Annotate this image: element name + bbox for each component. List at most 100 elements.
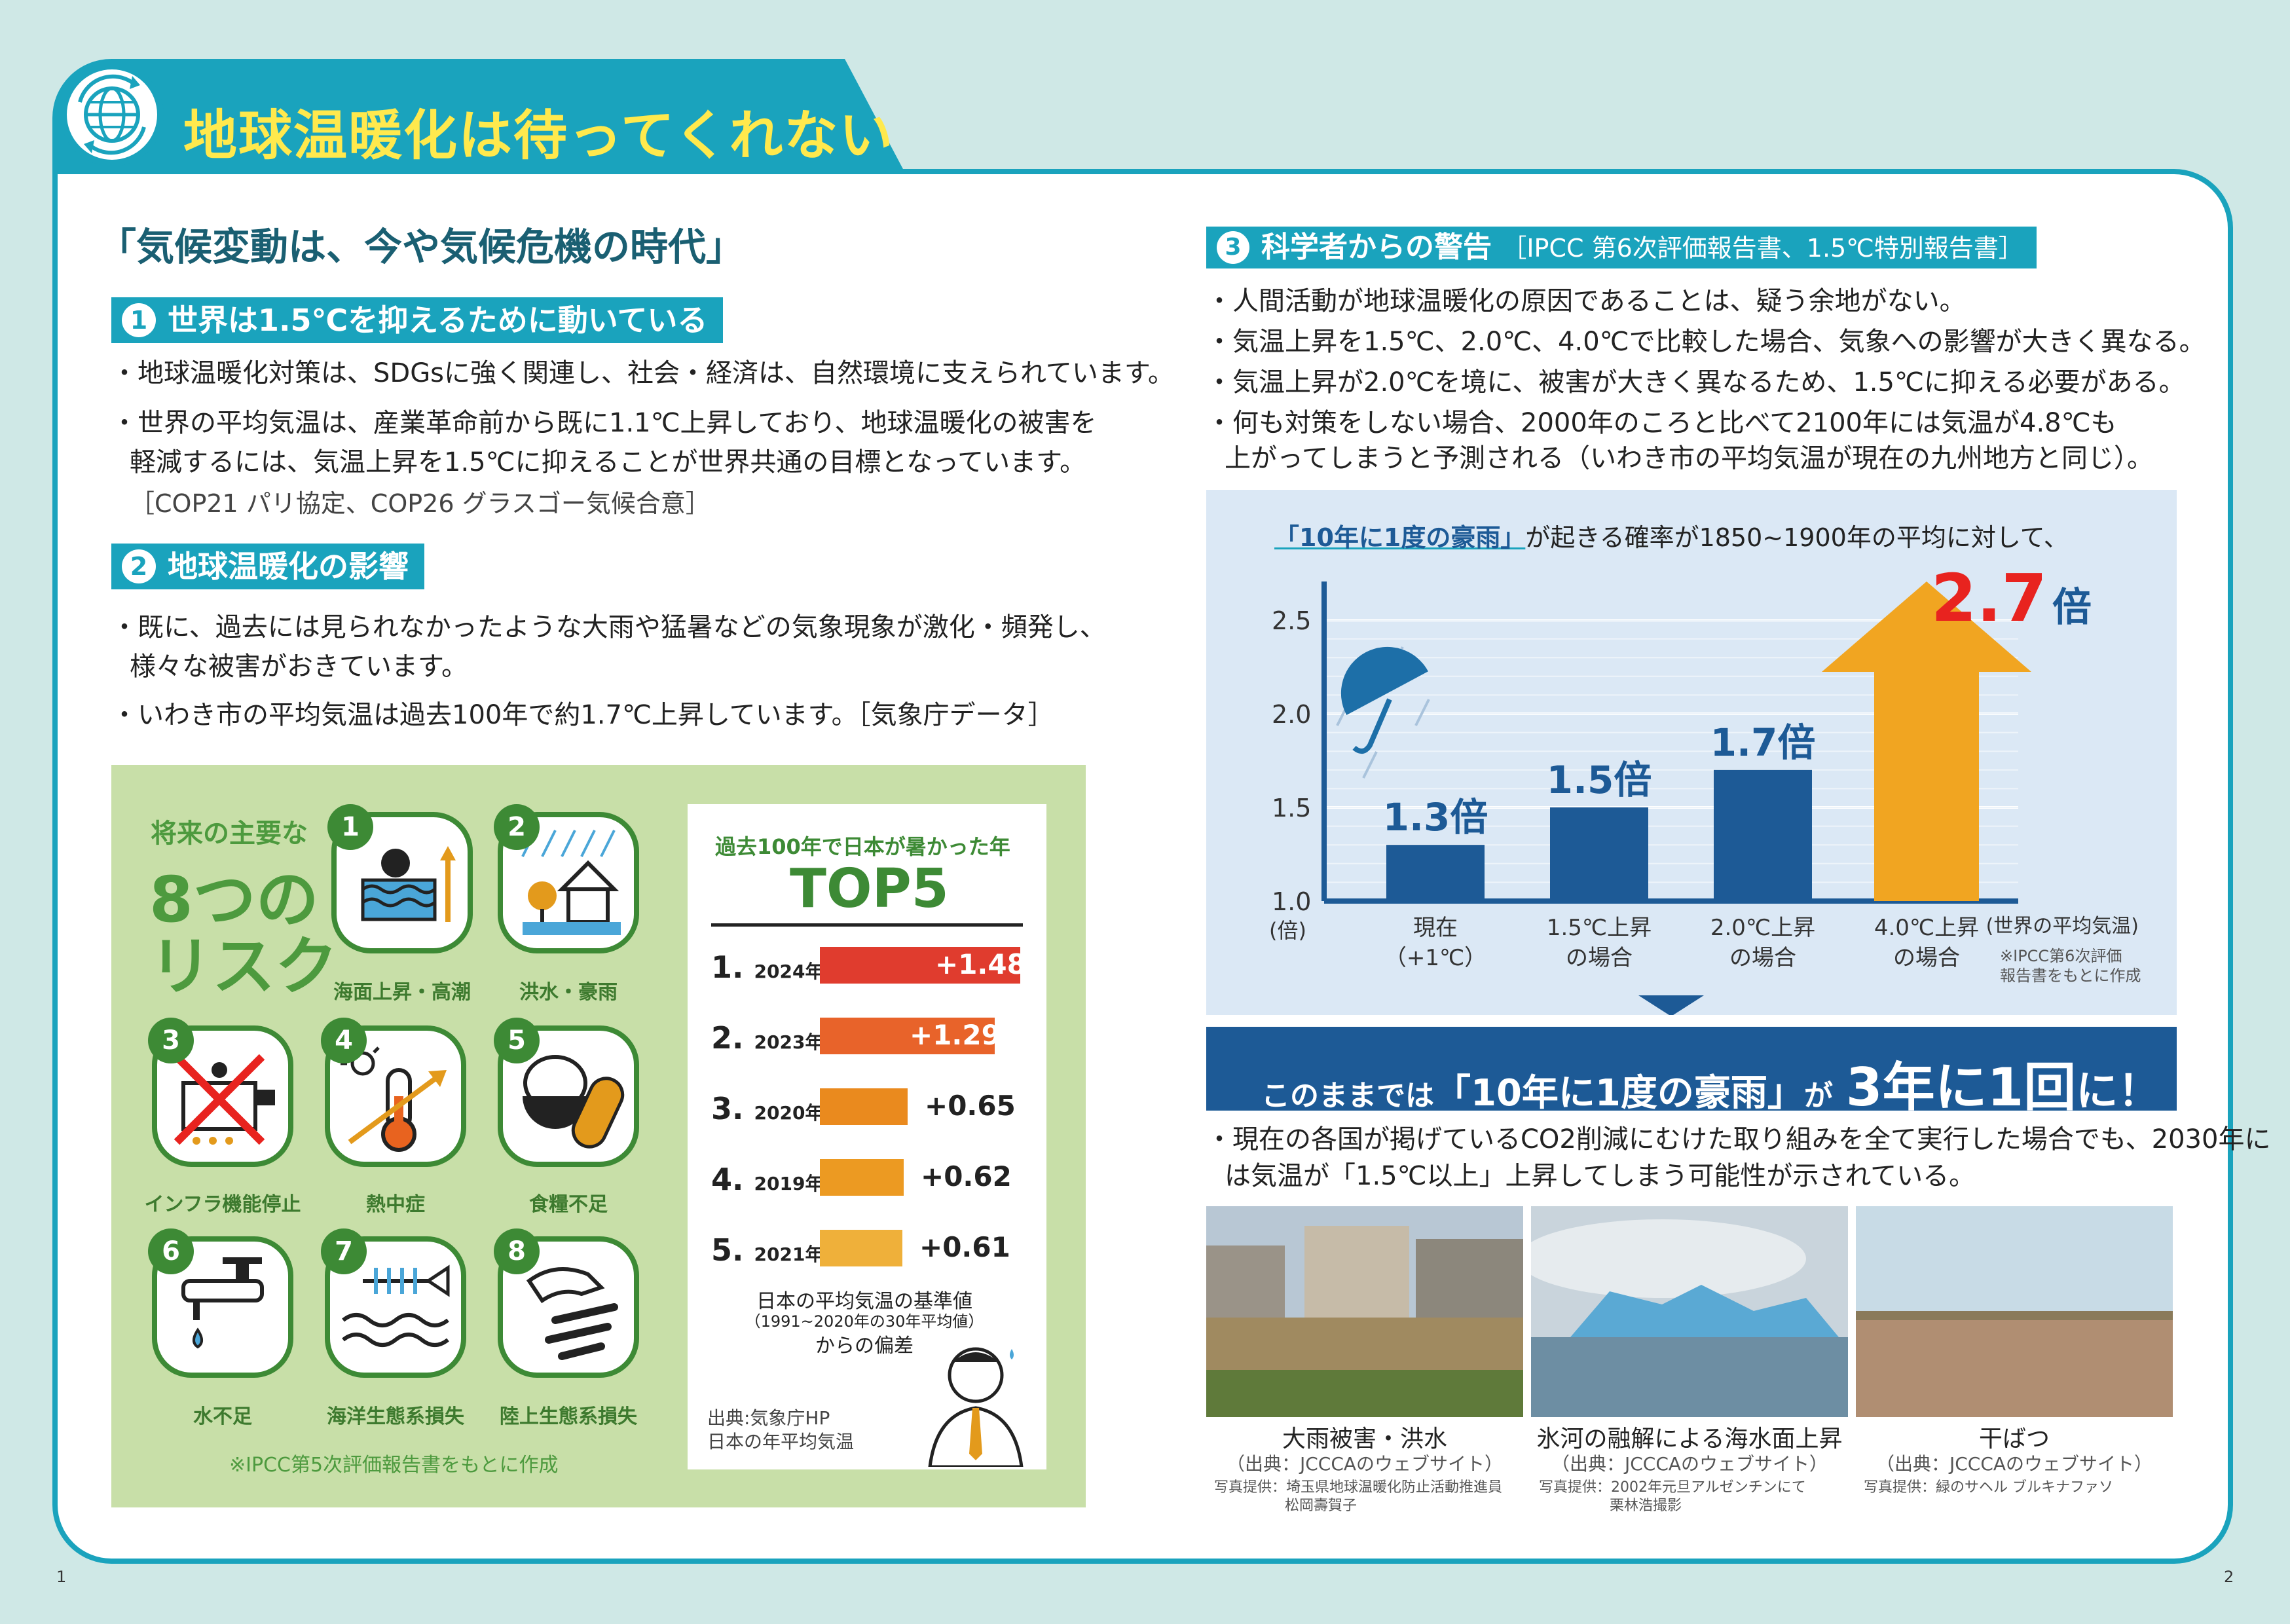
chart-ylabel: (倍) (1269, 918, 1306, 943)
banner-prefix: このままでは (1261, 1079, 1434, 1113)
top5-year: 2019年 (754, 1173, 824, 1194)
risk-number-2: 2 (494, 804, 540, 850)
top5-bar (820, 1088, 908, 1125)
dinosaur-fossil-icon (526, 1267, 618, 1360)
chart-category-label: 1.5℃上昇 (1547, 915, 1652, 941)
chart-category-label: の場合 (1566, 945, 1633, 971)
faucet-icon (181, 1257, 264, 1349)
top5-bar (820, 947, 1020, 984)
top5-bar (820, 1159, 904, 1196)
photo-credit: 写真提供：埼玉県地球温暖化防止活動推進員 (1214, 1479, 1503, 1496)
top5-year: 2024年 (754, 961, 824, 982)
s2-bullet-1: ・既に、過去には見られなかったような大雨や猛暑などの気象現象が激化・頻発し、 (111, 612, 1106, 642)
risk-number-4: 4 (321, 1018, 367, 1063)
s2-bullet-2: ・いわき市の平均気温は過去100年で約1.7℃上昇しています。［気象庁データ］ (111, 700, 1054, 730)
rice-bowl-icon (523, 1055, 625, 1149)
chart-note-1: ※IPCC第6次評価 (2000, 947, 2122, 965)
chart-category-label: の場合 (1729, 945, 1796, 971)
subsection-3-title: 科学者からの警告 (1261, 231, 1492, 264)
chart-category-label: （+1℃） (1384, 945, 1487, 971)
top5-rank: 4. 2019年 (711, 1162, 823, 1197)
subsection-3-note: ［IPCC 第6次評価報告書、1.5℃特別報告書］ (1502, 234, 2023, 263)
subsection-2-heading: 2 地球温暖化の影響 (111, 544, 424, 589)
top5-source-2: 日本の年平均気温 (707, 1431, 855, 1452)
photo-drought (1856, 1206, 2173, 1417)
top5-year: 2021年 (754, 1244, 824, 1265)
chart-down-arrow (1638, 995, 1704, 1015)
top5-subtitle: 過去100年で日本が暑かった年 (715, 834, 1010, 859)
risk-source-note: ※IPCC第5次評価報告書をもとに作成 (229, 1454, 559, 1477)
risk-number-3: 3 (148, 1018, 194, 1063)
top5-value: +1.29 (910, 1019, 1001, 1051)
chart-note-2: 報告書をもとに作成 (2000, 967, 2141, 985)
top5-rank-number: 4 (711, 1162, 733, 1197)
page-number-right: 2 (2224, 1568, 2234, 1586)
top5-year: 2020年 (754, 1102, 824, 1124)
risk-heading-big-2: リスク (149, 930, 338, 1003)
top5-rank-dot: . (732, 1091, 754, 1126)
photo-credit: 松岡壽賀子 (1285, 1498, 1357, 1514)
page-number-left: 1 (56, 1568, 67, 1586)
chart-title-highlight: 「10年に1度の豪雨」 (1274, 523, 1526, 552)
risk-label-4: 熱中症 (366, 1193, 425, 1216)
subsection-2-title: 地球温暖化の影響 (168, 549, 409, 584)
chart-bar (1550, 807, 1648, 901)
photo-source: （出典：JCCCAのウェブサイト） (1551, 1453, 1828, 1475)
fish-bone-icon (342, 1264, 450, 1347)
subsection-1-title: 世界は1.5℃を抑えるために動いている (168, 303, 708, 338)
sea-level-rise-icon (361, 846, 456, 922)
top5-rank: 1. 2024年 (711, 950, 823, 985)
banner-text: このままでは「10年に1度の豪雨」が 3年に1回に！ (1261, 1045, 2160, 1121)
page-title: 地球温暖化は待ってくれない (183, 105, 895, 167)
top5-caption-2: （1991~2020年の30年平均値） (745, 1312, 984, 1331)
chart-ytick: 1.5 (1272, 794, 1311, 822)
top5-title: TOP5 (790, 858, 949, 920)
photo-caption: 氷河の融解による海水面上昇 (1536, 1426, 1843, 1452)
banner (1206, 1027, 2177, 1111)
chart-ytick: 2.5 (1272, 606, 1311, 635)
photo-credit: 栗林浩撮影 (1610, 1498, 1682, 1514)
risk-card-5 (498, 1025, 639, 1167)
photo-source: （出典：JCCCAのウェブサイト） (1875, 1453, 2153, 1475)
number-badge: 2 (122, 549, 156, 583)
top5-rank-dot: . (732, 1020, 754, 1056)
hot-person-illustration (928, 1347, 1024, 1467)
s3-bullet-4: ・何も対策をしない場合、2000年のころと比べて2100年には気温が4.8℃も (1206, 408, 2117, 438)
risk-label-6: 水不足 (193, 1405, 252, 1428)
top5-rank-dot: . (732, 1162, 754, 1197)
photo-flood (1206, 1206, 1523, 1417)
top5-value: +1.48 (935, 948, 1026, 980)
top5-rank-number: 1 (711, 950, 733, 985)
top5-value: +0.61 (919, 1231, 1010, 1263)
risk-number-5: 5 (494, 1018, 540, 1063)
photo-source: （出典：JCCCAのウェブサイト） (1226, 1453, 1504, 1475)
chart-category-label: の場合 (1893, 945, 1960, 971)
chart-title: 「10年に1度の豪雨」が起きる確率が1850~1900年の平均に対して、 (1274, 517, 2069, 553)
chart-bar (1386, 845, 1485, 901)
top5-bar (820, 1230, 902, 1266)
risk-label-7: 海洋生態系損失 (327, 1405, 464, 1428)
subsection-3-heading: 3 科学者からの警告 ［IPCC 第6次評価報告書、1.5℃特別報告書］ (1206, 227, 2037, 268)
risk-label-8: 陸上生態系損失 (500, 1405, 637, 1428)
chart-title-rest: が起きる確率が1850~1900年の平均に対して、 (1525, 523, 2069, 552)
chart-bar-label: 1.3倍 (1383, 795, 1488, 840)
umbrella-rain-icon (1336, 646, 1430, 779)
s3-bullet-2: ・気温上昇を1.5℃、2.0℃、4.0℃で比較した場合、気象への影響が大きく異な… (1206, 327, 2206, 357)
s1-bullet-2: ・世界の平均気温は、産業革命前から既に1.1℃上昇しており、地球温暖化の被害を (111, 408, 1097, 438)
chart-big-unit: 倍 (2052, 585, 2092, 631)
s3-bullet-4-cont: 上がってしまうと予測される（いわき市の平均気温が現在の九州地方と同じ）。 (1225, 443, 2153, 473)
s1-note: ［COP21 パリ協定、COP26 グラスゴー気候合意］ (130, 489, 711, 518)
photo-credit: 写真提供：2002年元旦アルゼンチンにて (1539, 1479, 1806, 1496)
chart-bar (1714, 769, 1812, 901)
section-title: 「気候変動は、今や気候危機の時代」 (98, 225, 745, 269)
chart-category-label: 4.0℃上昇 (1874, 915, 1979, 941)
banner-big: 3年に1回 (1845, 1057, 2077, 1118)
risk-heading-small: 将来の主要な (151, 819, 308, 849)
globe-recycle-icon (60, 63, 164, 166)
top5-value: +0.62 (921, 1160, 1012, 1192)
number-badge: 3 (1217, 231, 1249, 264)
subsection-1-heading: 1 世界は1.5℃を抑えるために動いている (111, 297, 724, 343)
top5-rank: 2. 2023年 (711, 1020, 823, 1056)
infrastructure-stop-icon (174, 1054, 275, 1145)
top5-rank-number: 2 (711, 1020, 733, 1056)
